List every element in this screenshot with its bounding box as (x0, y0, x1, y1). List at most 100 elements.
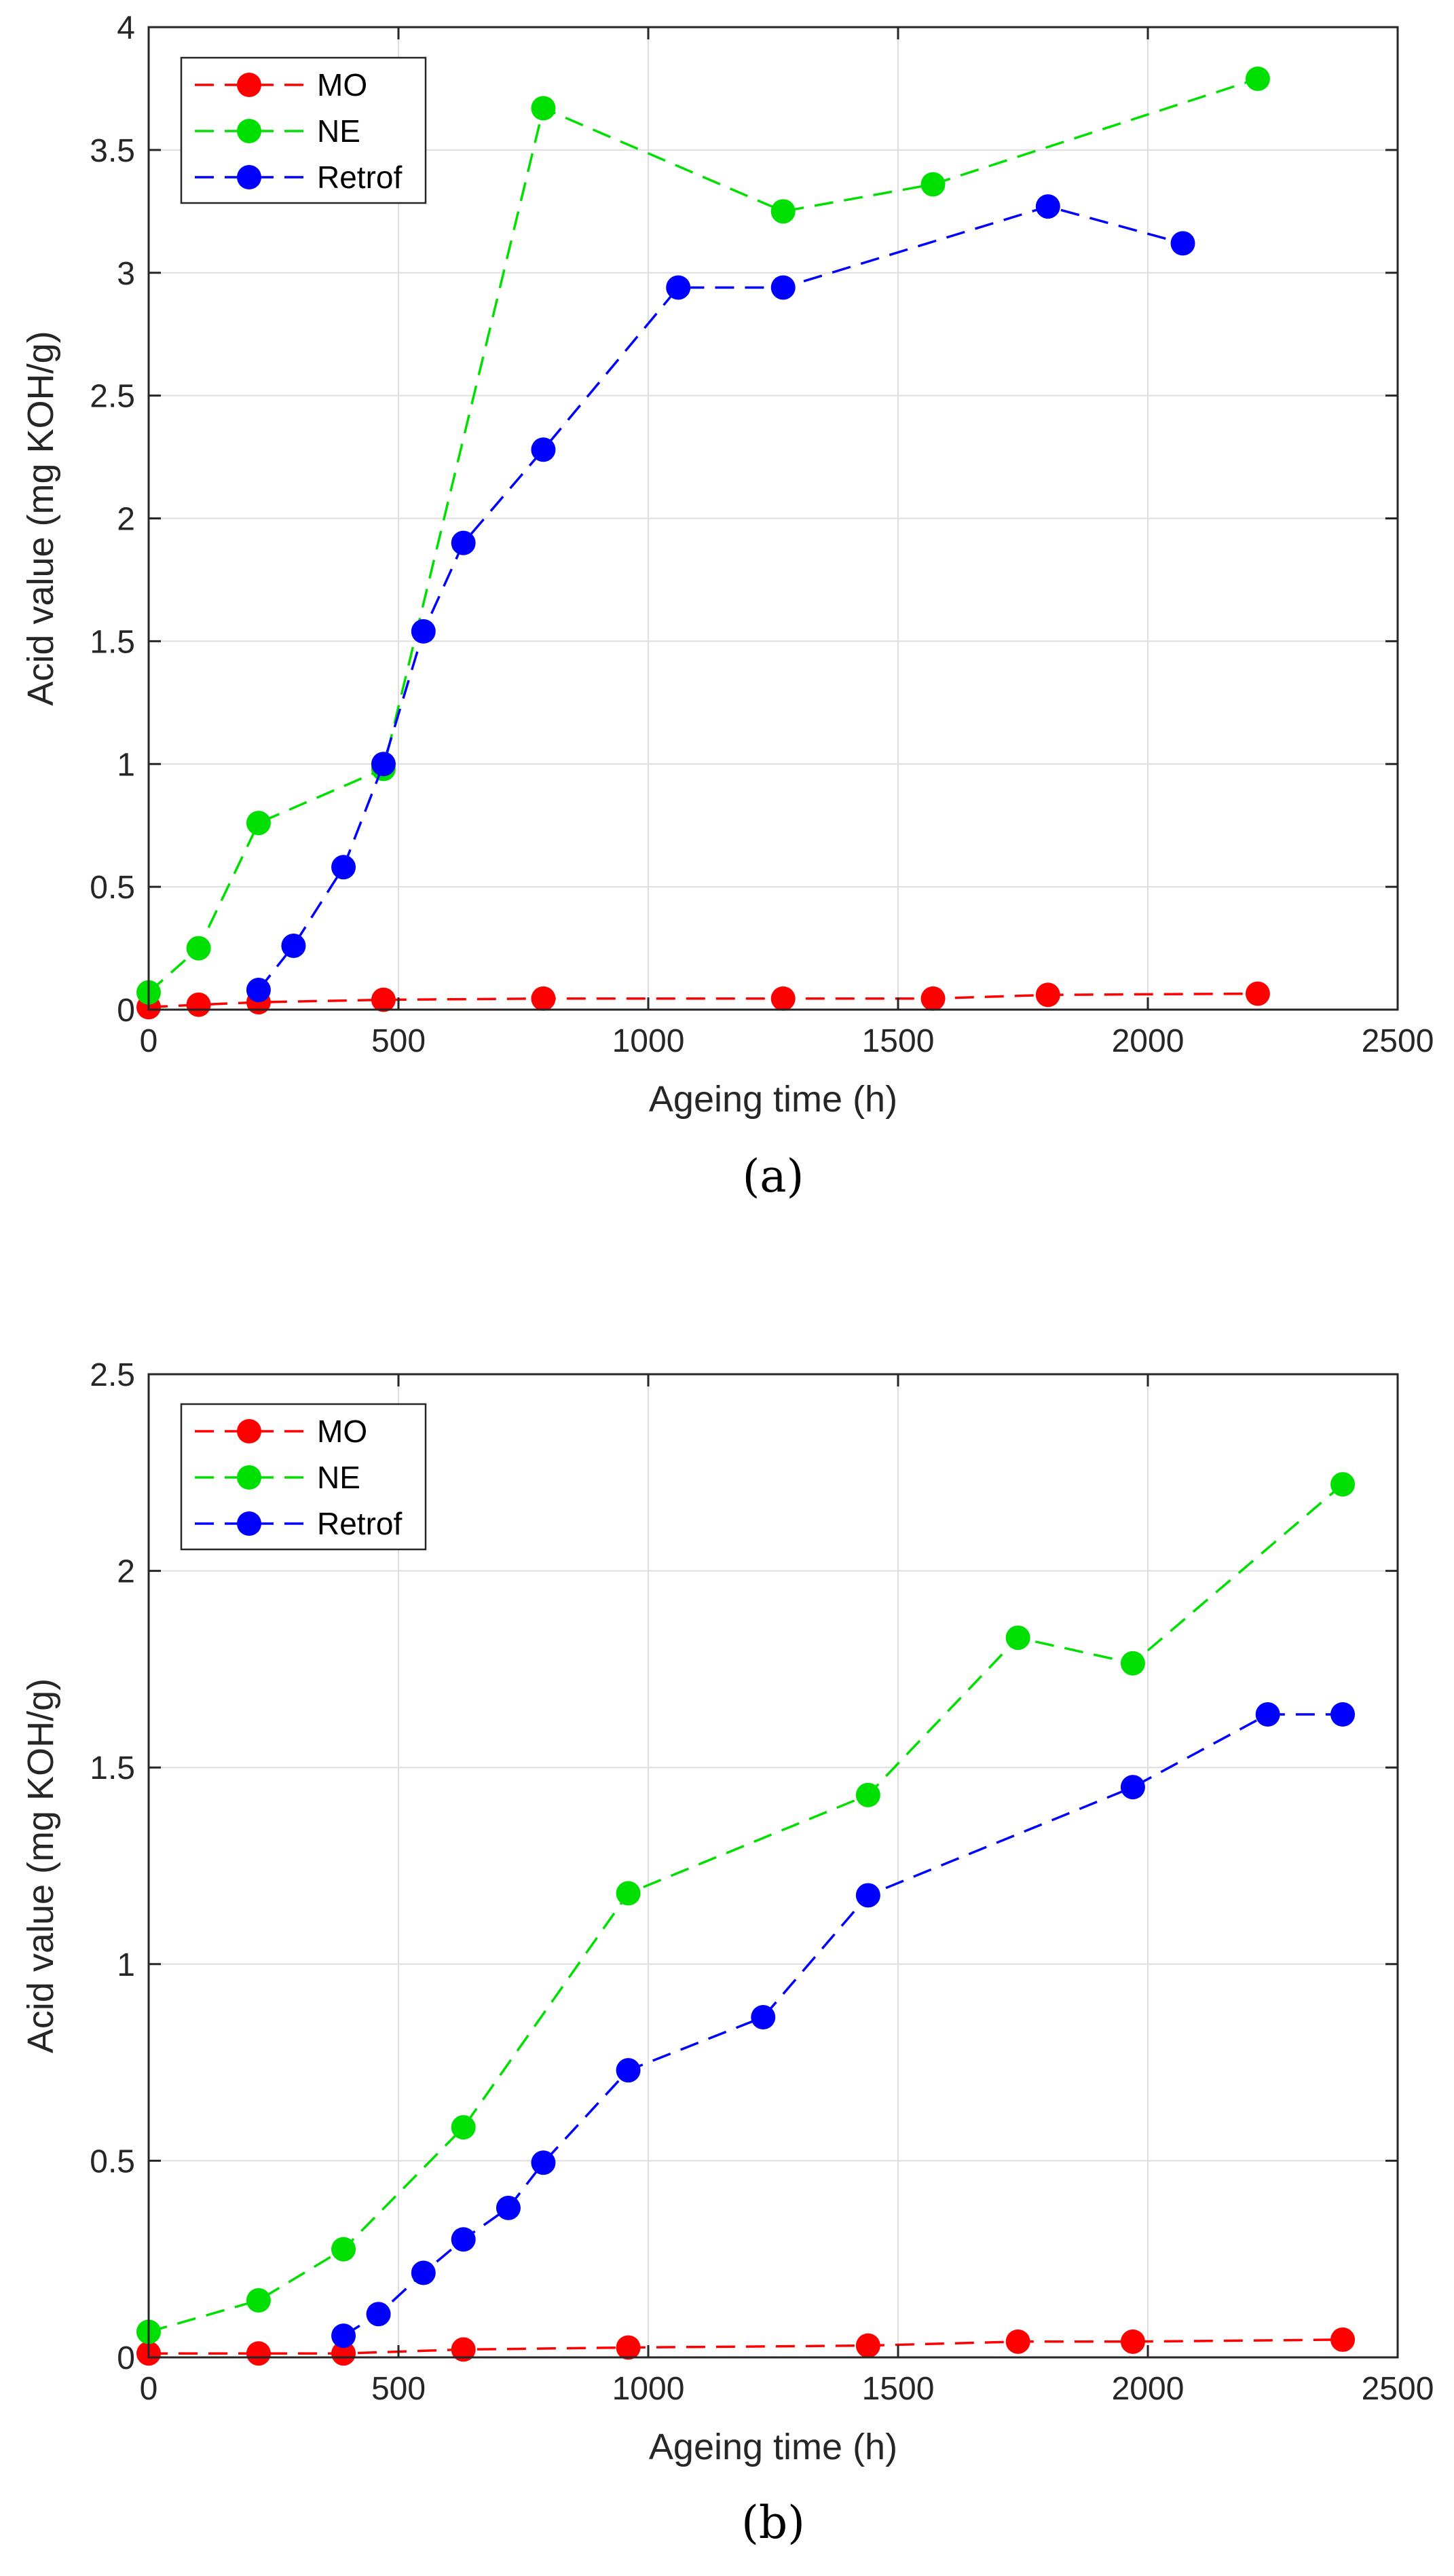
data-point-mo (371, 987, 396, 1012)
data-point-ne (855, 1782, 880, 1807)
legend: MO NE Retrof (180, 56, 427, 204)
data-point-ne (920, 172, 946, 197)
y-tick-label: 1 (117, 1947, 135, 1983)
data-point-retrof (751, 2004, 776, 2029)
y-tick-label: 0 (117, 2340, 135, 2376)
x-tick-label: 0 (140, 1023, 158, 1059)
y-axis-label: Acid value (mg KOH/g) (20, 1678, 61, 2053)
data-point-retrof (616, 2058, 641, 2083)
legend-marker-retrof (237, 165, 261, 189)
legend-marker-ne (237, 119, 261, 143)
data-point-retrof (1035, 194, 1060, 219)
data-point-retrof (855, 1883, 880, 1908)
data-point-retrof (496, 2195, 521, 2220)
data-point-retrof (531, 2150, 556, 2175)
data-point-mo (920, 986, 946, 1011)
x-tick-label: 1500 (862, 2371, 935, 2407)
data-point-ne (246, 811, 271, 836)
data-point-retrof (1255, 1702, 1280, 1727)
data-point-retrof (411, 619, 436, 644)
data-point-mo (186, 992, 211, 1017)
chart-panel-b: 0 500 1000 1500 2000 2500 0 0.5 1 1.5 2 2.5 Ageing t… (20, 1357, 1434, 2549)
x-tick-label: 2000 (1112, 1023, 1185, 1059)
legend-marker-mo (237, 1419, 261, 1443)
data-point-retrof (531, 437, 556, 462)
data-point-retrof (451, 2227, 476, 2252)
legend: MO NE Retrof (180, 1403, 427, 1551)
data-point-ne (331, 2237, 356, 2262)
data-point-ne (1005, 1625, 1030, 1651)
y-tick-label: 2.5 (90, 379, 135, 415)
x-tick-label: 2500 (1362, 2371, 1434, 2407)
x-axis-label: Ageing time (h) (649, 1079, 897, 1120)
legend-label-mo: MO (317, 67, 367, 103)
y-tick-label: 3 (117, 256, 135, 292)
data-point-retrof (1120, 1775, 1145, 1800)
panel-label: (a) (743, 1150, 804, 1202)
legend-marker-retrof (237, 1511, 261, 1536)
data-point-mo (246, 2341, 271, 2366)
y-tick-label: 1.5 (90, 1750, 135, 1786)
data-point-mo (616, 2335, 641, 2360)
y-tick-label: 0.5 (90, 2143, 135, 2179)
x-tick-label: 2000 (1112, 2371, 1185, 2407)
data-point-retrof (411, 2260, 436, 2285)
data-point-mo (331, 2341, 356, 2366)
data-point-retrof (366, 2302, 391, 2327)
data-point-retrof (770, 275, 796, 300)
y-tick-label: 0.5 (90, 870, 135, 906)
legend-label-retrof: Retrof (317, 160, 402, 195)
y-axis-label: Acid value (mg KOH/g) (20, 331, 61, 705)
y-tick-label: 0 (117, 993, 135, 1029)
y-tick-label: 1 (117, 747, 135, 783)
x-axis-label: Ageing time (h) (649, 2427, 897, 2467)
data-point-retrof (371, 752, 396, 777)
y-tick-label: 2 (117, 502, 135, 538)
data-point-ne (451, 2115, 476, 2140)
series-line-ne (147, 77, 1259, 994)
y-tick-label: 2 (117, 1554, 135, 1590)
data-point-ne (1120, 1651, 1145, 1676)
data-point-retrof (666, 275, 691, 300)
data-point-ne (246, 2288, 271, 2313)
x-tick-label: 500 (371, 2371, 426, 2407)
legend-label-ne: NE (317, 113, 360, 149)
data-point-ne (1330, 1472, 1356, 1497)
data-point-retrof (246, 978, 271, 1003)
data-point-ne (770, 199, 796, 224)
legend-label-mo: MO (317, 1414, 367, 1449)
legend-label-ne: NE (317, 1460, 360, 1495)
data-point-mo (531, 986, 556, 1011)
x-tick-label: 1000 (612, 1023, 685, 1059)
legend-marker-ne (237, 1465, 261, 1490)
data-point-retrof (331, 855, 356, 880)
data-point-retrof (1170, 231, 1195, 256)
data-point-mo (1245, 981, 1270, 1006)
data-point-ne (186, 936, 211, 961)
x-tick-label: 1500 (862, 1023, 935, 1059)
legend-label-retrof: Retrof (317, 1506, 402, 1541)
data-point-mo (1035, 982, 1060, 1008)
data-point-retrof (331, 2323, 356, 2349)
data-point-mo (1330, 2327, 1356, 2352)
axes-box (147, 1373, 1399, 2359)
data-point-ne (531, 96, 556, 121)
y-tick-label: 1.5 (90, 624, 135, 660)
data-point-mo (770, 986, 796, 1011)
y-tick-label: 2.5 (90, 1357, 135, 1393)
panel-label: (b) (741, 2497, 805, 2549)
data-point-ne (616, 1881, 641, 1906)
data-point-mo (1120, 2329, 1145, 2354)
x-tick-label: 2500 (1362, 1023, 1434, 1059)
data-point-mo (855, 2333, 880, 2358)
legend-marker-mo (237, 73, 261, 97)
data-point-mo (451, 2337, 476, 2362)
data-point-mo (1005, 2329, 1030, 2354)
x-tick-label: 0 (140, 2371, 158, 2407)
data-point-retrof (281, 933, 306, 958)
data-point-retrof (1330, 1702, 1356, 1727)
y-tick-label: 4 (117, 10, 135, 46)
chart-panel-a: 0 500 1000 1500 2000 2500 0 0.5 1 1.5 2 2.5 3 3.5 4 Age… (20, 10, 1434, 1202)
data-point-ne (1245, 66, 1270, 91)
